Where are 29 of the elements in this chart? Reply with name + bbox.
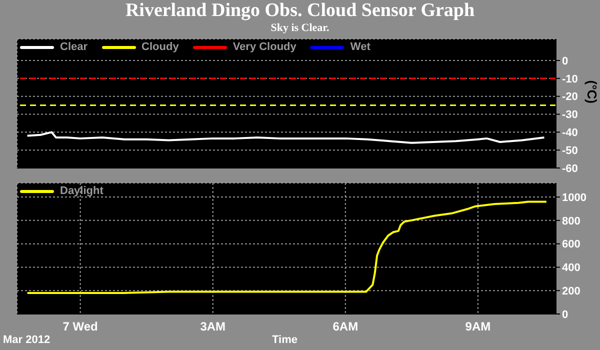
y-tick-label: 800 bbox=[562, 215, 580, 228]
y-tick-label: -50 bbox=[562, 144, 578, 157]
y-tick-label: -30 bbox=[562, 109, 578, 122]
text: Mar 2012 bbox=[3, 334, 50, 346]
y-tick-label: 1000 bbox=[562, 192, 586, 204]
y-tick-label: 0 bbox=[562, 55, 568, 68]
x-tick-label: 6AM bbox=[332, 320, 358, 334]
y-tick-label: 0 bbox=[562, 308, 568, 321]
y-tick-label: -40 bbox=[562, 127, 578, 140]
chart-subtitle: Sky is Clear. bbox=[270, 22, 330, 34]
y-tick-label: 200 bbox=[562, 286, 580, 298]
line-series bbox=[26, 131, 546, 144]
line-series bbox=[26, 200, 548, 294]
y-tick-label: -20 bbox=[562, 91, 578, 104]
legend-label: Cloudy bbox=[142, 41, 179, 53]
y-axis-title: (°C) bbox=[584, 80, 600, 104]
legend-label: Clear bbox=[60, 41, 88, 53]
y-tick-label: 400 bbox=[562, 262, 580, 274]
y-tick-label: 600 bbox=[562, 238, 580, 251]
x-tick-label: 9AM bbox=[465, 320, 491, 334]
y-tick-label: -10 bbox=[562, 73, 578, 86]
legend-label: Daylight bbox=[60, 185, 104, 197]
x-axis-title: Time bbox=[272, 334, 298, 346]
y-tick-label: -60 bbox=[562, 162, 578, 175]
legend-label: Very Cloudy bbox=[232, 41, 296, 53]
chart-title: Riverland Dingo Obs. Cloud Sensor Graph bbox=[124, 0, 476, 22]
x-tick-label: 3AM bbox=[200, 320, 226, 334]
legend-label: Wet bbox=[350, 41, 370, 53]
x-tick-label: 7 Wed bbox=[62, 320, 98, 334]
